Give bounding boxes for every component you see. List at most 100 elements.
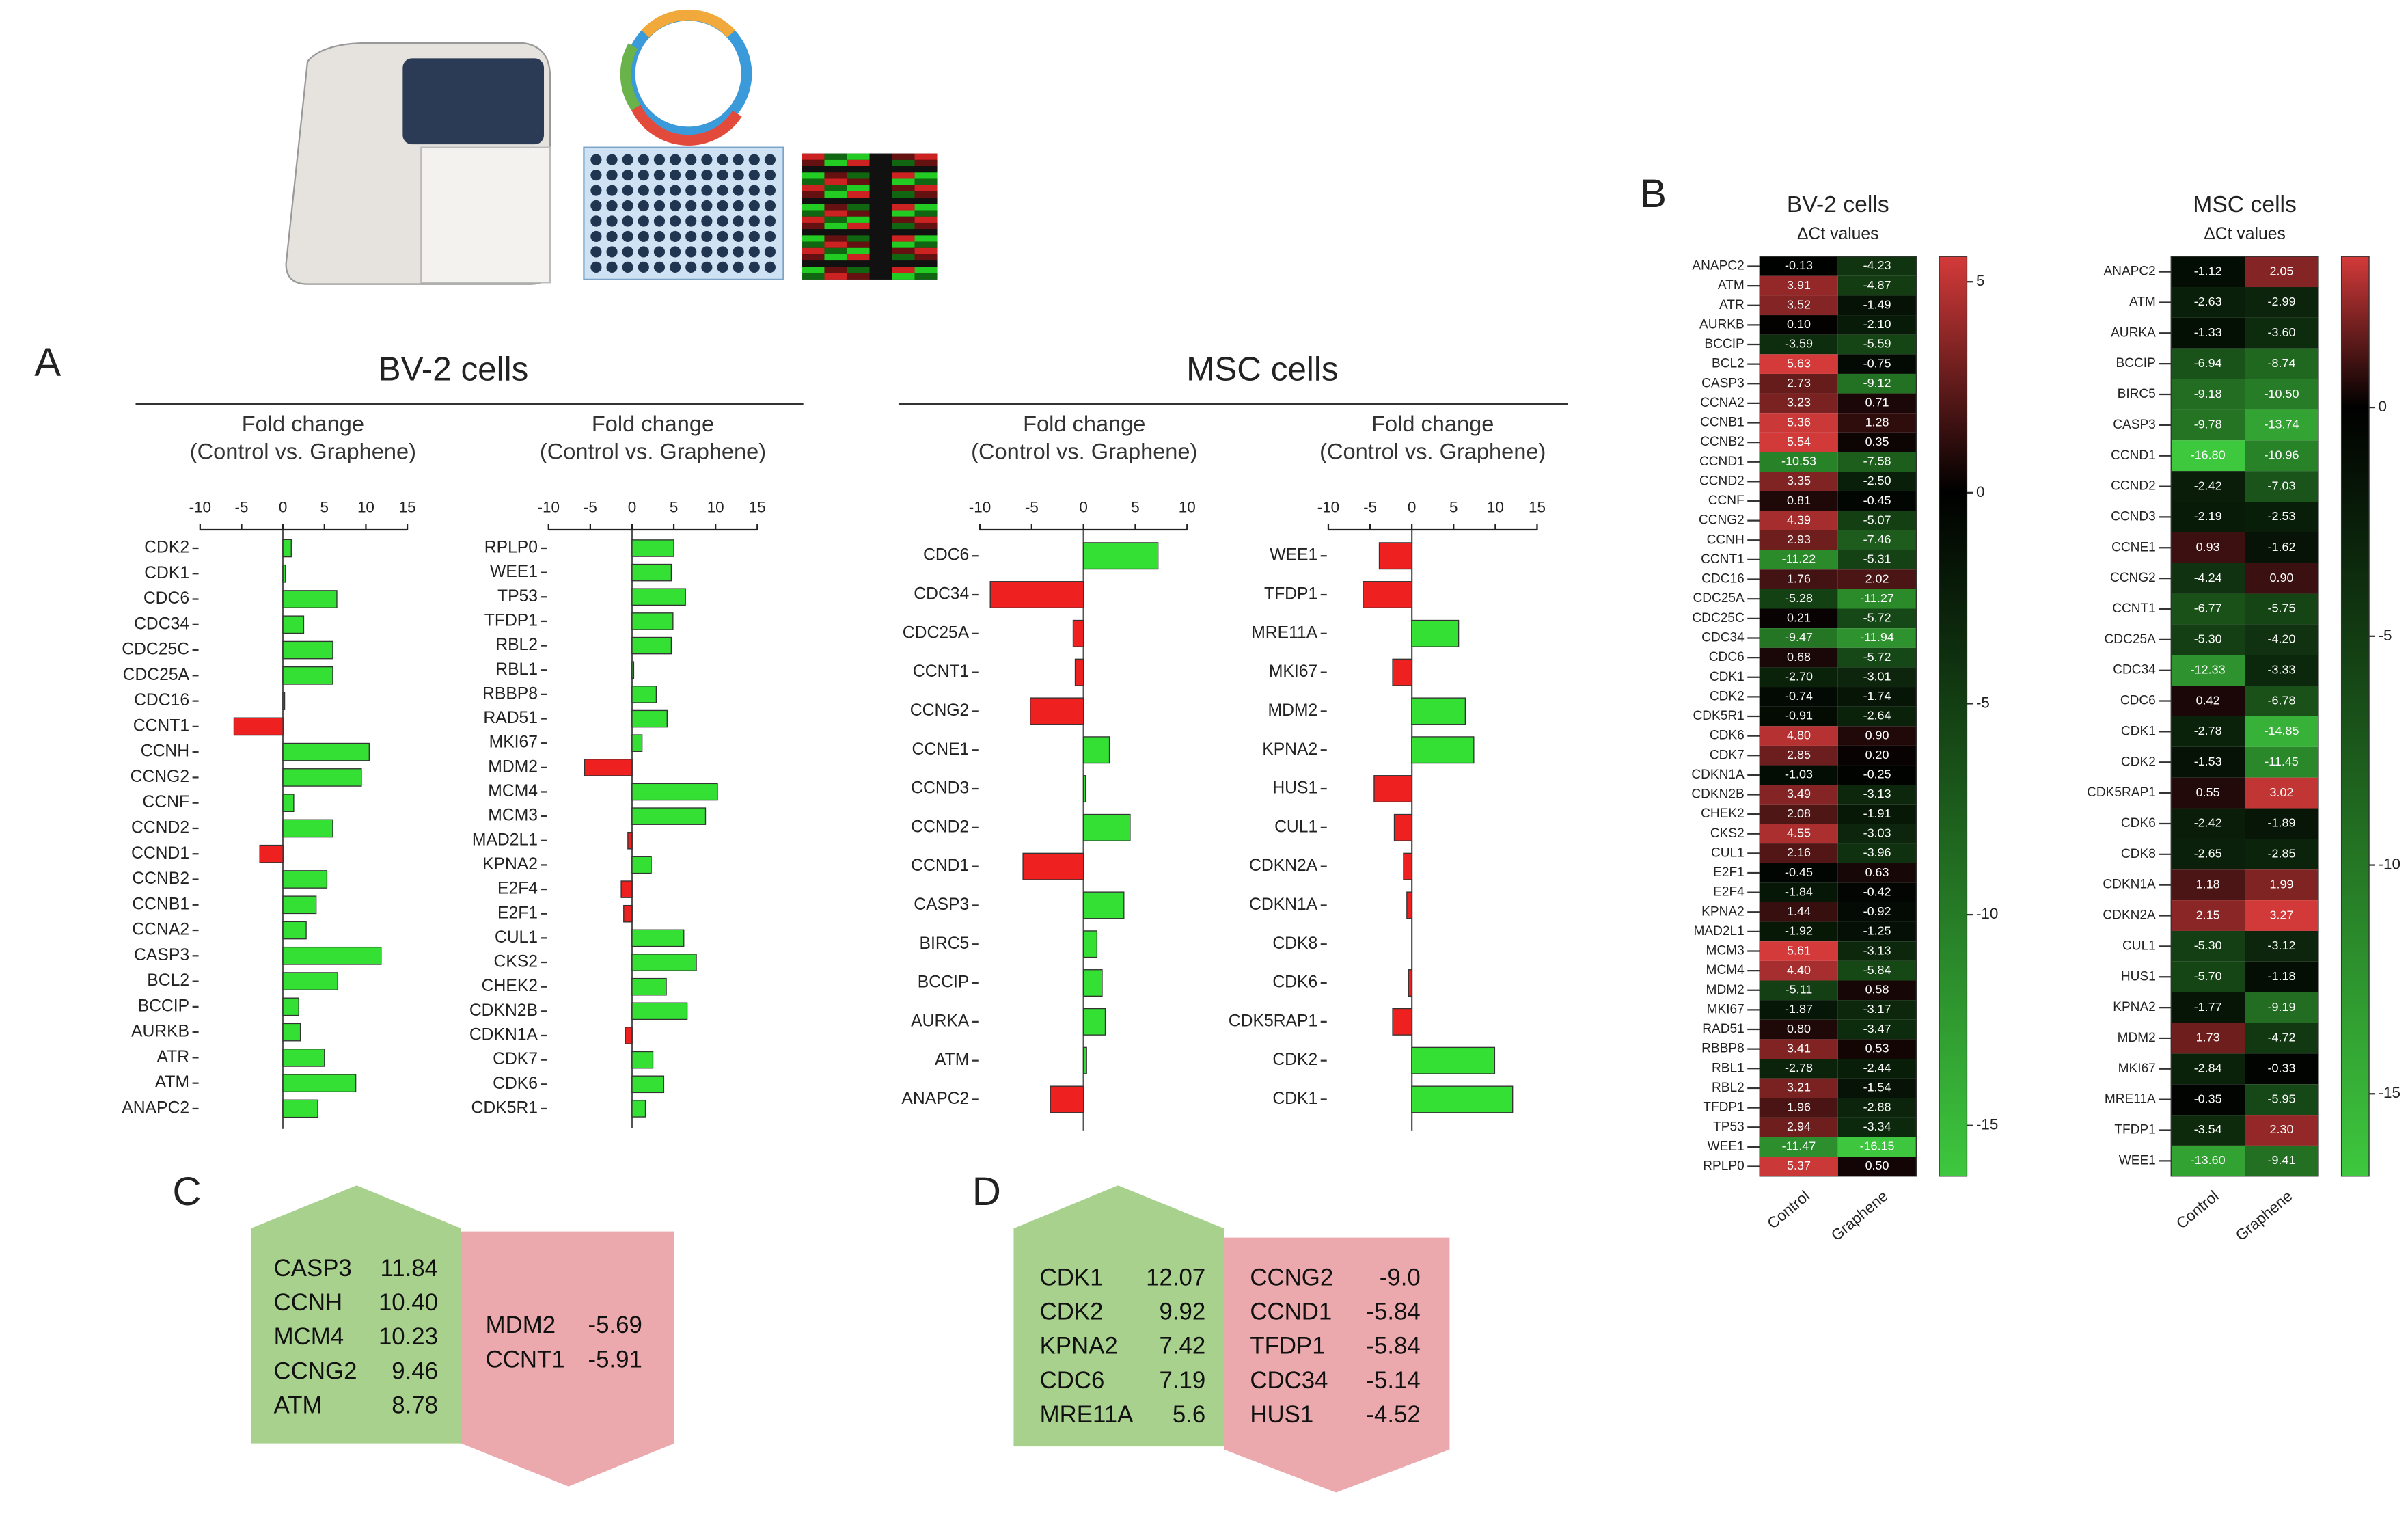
mini-cell [914, 210, 938, 217]
mini-cell [824, 178, 847, 185]
bar [1082, 736, 1110, 764]
x-tick-label: 5 [320, 499, 329, 516]
heatmap-cell [1837, 275, 1917, 296]
cell-label: -3.60 [2268, 325, 2296, 339]
mini-cell [869, 210, 892, 217]
heatmap-cell [1837, 393, 1917, 414]
well [733, 215, 744, 227]
cell-label: -7.46 [1863, 532, 1891, 546]
cell-label: -2.64 [1863, 709, 1891, 722]
mini-cell [914, 267, 938, 273]
cell-label: -1.77 [2194, 1000, 2222, 1014]
well [748, 230, 760, 243]
heatmap-frame [1759, 256, 1917, 1177]
row-label: CDC16 [1701, 572, 1745, 586]
bar [631, 539, 674, 557]
heatmap-cell [1837, 726, 1917, 746]
gene-name: CCND1 [1250, 1299, 1332, 1325]
mini-cell [824, 172, 847, 179]
heatmap-cell [1760, 726, 1838, 746]
category-label: ATM [935, 1051, 969, 1069]
heatmap-cell [2245, 501, 2318, 532]
row-label: CDKN1A [2103, 878, 2156, 892]
mini-cell [914, 153, 938, 160]
row-label: CASP3 [1701, 376, 1745, 390]
heatmap-cell [2245, 1115, 2318, 1146]
cell-label: -5.72 [1863, 650, 1891, 664]
heatmap-cell [1837, 863, 1917, 883]
mini-heatmap-cells [802, 153, 938, 280]
heatmap-cell [2171, 1053, 2245, 1085]
mini-cell [892, 229, 915, 236]
category-label: CCNT1 [913, 662, 969, 681]
category-label: CDK7 [493, 1050, 538, 1068]
row-label: WEE1 [2119, 1153, 2156, 1167]
well [638, 230, 649, 243]
cell-label: 0.21 [1787, 611, 1811, 625]
mini-cell [802, 185, 825, 191]
bar [631, 686, 657, 703]
heatmap-cell [2245, 900, 2318, 931]
row-label: MCM3 [1706, 944, 1745, 958]
heatmap-cell [1760, 902, 1838, 922]
colorbar [2340, 256, 2370, 1177]
cell-label: -2.99 [2268, 295, 2296, 308]
cell-label: -11.47 [1782, 1139, 1816, 1153]
heatmap-cell [1760, 745, 1838, 766]
cell-label: 1.73 [2196, 1031, 2220, 1044]
mini-cell [847, 260, 870, 267]
bar [631, 977, 667, 996]
cell-label: -9.12 [1863, 376, 1891, 390]
cell-label: 5.61 [1787, 943, 1811, 957]
row-label: MAD2L1 [1694, 924, 1745, 938]
heatmap-cell [1837, 902, 1917, 922]
heatmap-cell [1837, 354, 1917, 374]
cell-label: 2.94 [1787, 1120, 1811, 1133]
mini-cell [914, 216, 938, 223]
cell-label: 2.02 [1865, 571, 1889, 585]
cell-label: -10.96 [2265, 448, 2299, 461]
category-label: KPNA2 [1262, 740, 1317, 759]
chart-title: Fold change [242, 411, 364, 436]
mini-cell [847, 247, 870, 255]
category-label: CUL1 [495, 928, 538, 947]
gene-name: HUS1 [1250, 1401, 1313, 1428]
category-label: CDK1 [144, 564, 189, 582]
cell-label: -14.85 [2265, 724, 2299, 738]
machine-door [420, 146, 551, 284]
well [748, 246, 760, 258]
chart-subtitle: (Control vs. Graphene) [190, 439, 416, 463]
well [622, 215, 633, 227]
well [606, 261, 618, 273]
bar [631, 1100, 646, 1118]
well [764, 200, 776, 212]
cell-label: -11.27 [1860, 591, 1894, 605]
heatmap-cell [1760, 1117, 1838, 1137]
mini-cell [847, 159, 870, 167]
cell-label: -0.45 [1785, 865, 1813, 879]
mini-cell [802, 241, 825, 248]
cell-label: -3.47 [1863, 1022, 1891, 1036]
well [748, 154, 760, 165]
mini-cell [824, 222, 847, 230]
cell-label: -5.28 [1785, 591, 1813, 605]
gene-name: CDK1 [1040, 1264, 1104, 1290]
well [670, 185, 681, 196]
heatmap-cell [2245, 624, 2318, 655]
heatmap-cell [2245, 563, 2318, 594]
row-label: CDC6 [1709, 650, 1745, 664]
bar [282, 539, 292, 558]
bar [1074, 658, 1084, 686]
heatmap-cell [1760, 393, 1838, 414]
heatmap-cell [1760, 256, 1838, 276]
chart-title: Fold change [1023, 411, 1145, 436]
well [701, 230, 713, 243]
x-tick-label: 0 [1079, 499, 1088, 516]
well [606, 170, 618, 181]
cell-label: -6.78 [2268, 693, 2296, 707]
heatmap-cell [2171, 501, 2245, 532]
mini-cell [914, 178, 938, 185]
mini-cell [802, 247, 825, 255]
mini-cell [869, 216, 892, 223]
row-label: E2F4 [1713, 885, 1745, 900]
